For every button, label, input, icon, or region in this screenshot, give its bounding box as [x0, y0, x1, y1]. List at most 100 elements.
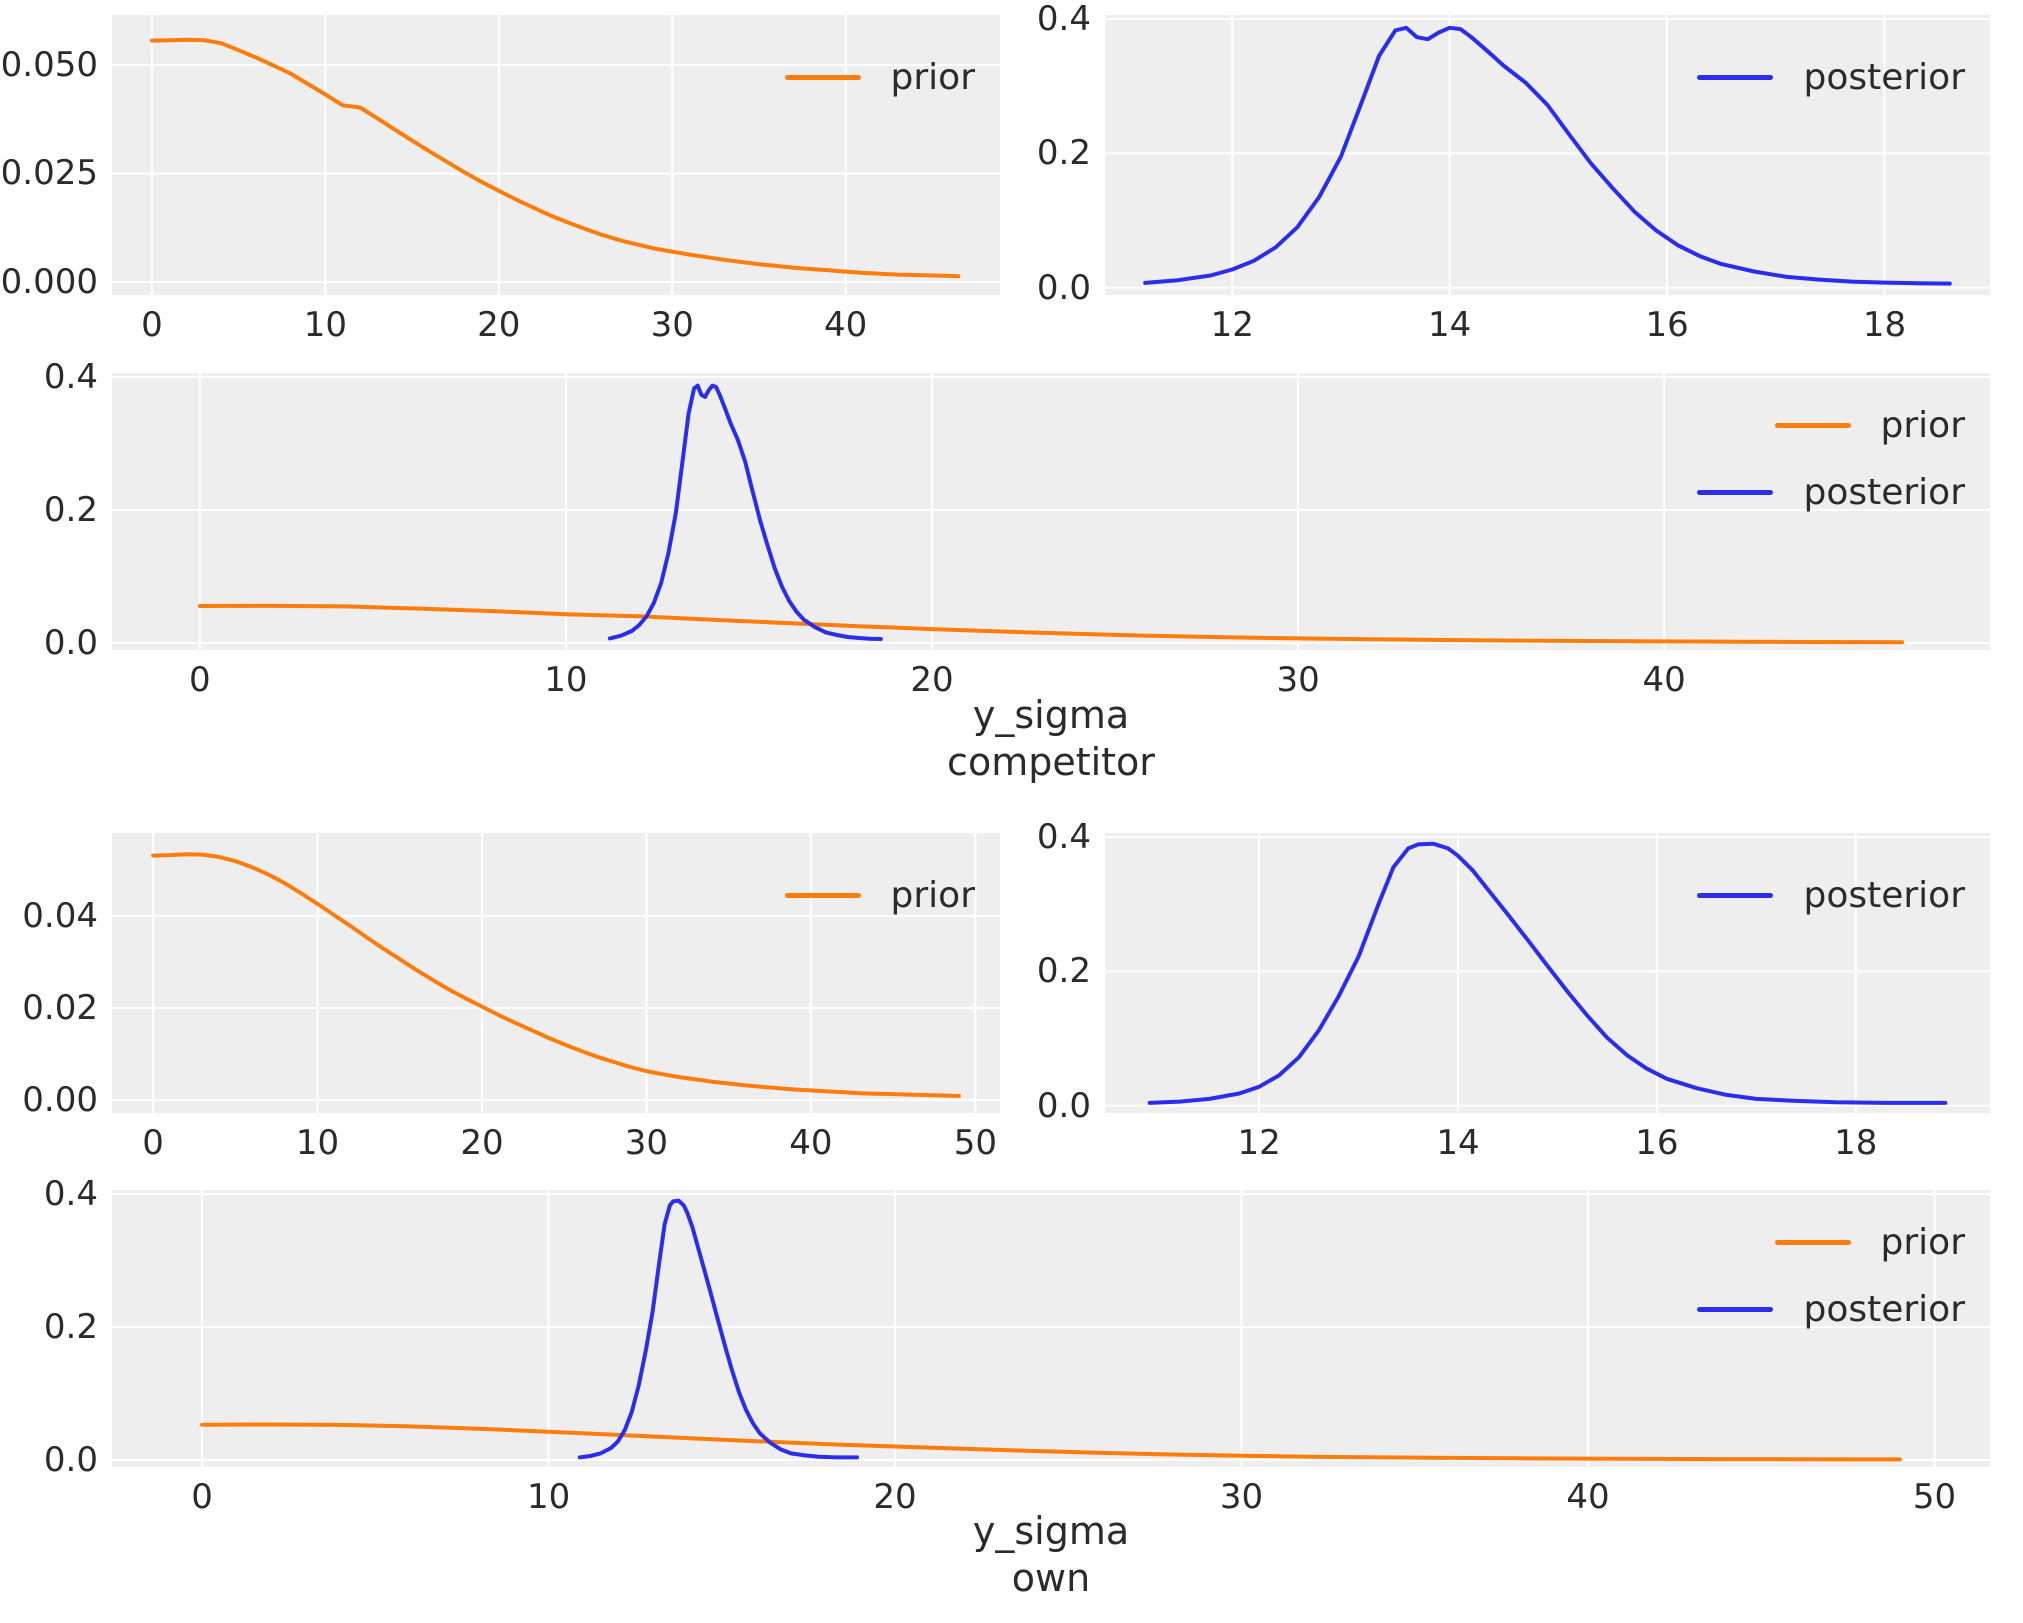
curve-posterior: [607, 383, 883, 641]
y-tick-label: 0.000: [0, 261, 98, 302]
subplot-own-prior: 0.00 0.02 0.04 0 10 20 30 40 50 prior: [22, 833, 1000, 1163]
subplot-competitor-prior: 0.000 0.025 0.050 0 10 20 30 40 prior: [1, 15, 1000, 345]
xlabel-own: y_sigma own: [112, 1508, 1990, 1602]
axes-canvas: [112, 1190, 1990, 1467]
axes-background: [1105, 15, 1990, 295]
curve-prior: [200, 1422, 1902, 1462]
x-tick-label: 40: [824, 305, 868, 345]
axes-canvas: [1105, 15, 1990, 295]
x-tick-label: 16: [1645, 305, 1689, 345]
legend-swatch-posterior: [1697, 893, 1774, 898]
y-tick-label: 0.0: [43, 623, 98, 664]
axes-canvas: [112, 373, 1990, 650]
legend: prior: [784, 57, 975, 98]
y-tick-label: 0.02: [22, 988, 98, 1028]
legend-label-prior: prior: [890, 57, 975, 98]
subplot-own-posterior: 0.0 0.2 0.4 12 14 16 18 posterior: [1037, 817, 1990, 1163]
legend-entry-posterior: posterior: [1697, 875, 1965, 916]
y-tick-label: 0.4: [43, 356, 98, 397]
x-tick-label: 30: [1276, 660, 1320, 700]
y-tick-label: 0.2: [1036, 133, 1091, 174]
legend-label-prior: prior: [1880, 1222, 1965, 1263]
legend: prior posterior: [1697, 405, 1965, 513]
xlabel-competitor-line2: competitor: [947, 740, 1155, 784]
legend-entry-prior: prior: [784, 875, 975, 916]
legend-entry-posterior: posterior: [1697, 1289, 1965, 1330]
x-tick-label: 30: [624, 1123, 669, 1163]
legend-swatch-prior: [784, 893, 861, 898]
subplot-own-joint: 0.0 0.2 0.4 0 10 20 30 40 50 prior posterior: [44, 1174, 1990, 1517]
y-tick-label: 0.4: [43, 1173, 98, 1214]
x-tick-label: 16: [1635, 1123, 1679, 1163]
y-tick-label: 0.2: [1036, 951, 1091, 992]
curve-prior: [151, 852, 961, 1098]
curve-posterior: [577, 1198, 859, 1460]
x-tick-label: 20: [910, 660, 954, 700]
x-tick-label: 0: [142, 1123, 164, 1163]
xlabel-competitor-line1: y_sigma: [972, 693, 1130, 737]
curve-prior: [149, 37, 961, 279]
legend-label-prior: prior: [1880, 405, 1965, 446]
y-tick-label: 0.4: [1036, 0, 1091, 40]
x-tick-label: 12: [1237, 1123, 1281, 1163]
legend: posterior: [1697, 57, 1965, 98]
legend: prior posterior: [1697, 1222, 1965, 1330]
legend-swatch-prior: [1774, 1240, 1851, 1245]
axes-canvas: [112, 833, 1000, 1113]
y-tick-label: 0.0: [43, 1440, 98, 1481]
legend-swatch-posterior: [1697, 490, 1774, 495]
x-tick-label: 10: [303, 305, 347, 345]
x-tick-label: 50: [953, 1123, 997, 1163]
curve-posterior: [1143, 25, 1952, 286]
legend-label-posterior: posterior: [1803, 472, 1965, 513]
legend-entry-prior: prior: [784, 57, 975, 98]
legend-entry-posterior: posterior: [1697, 57, 1965, 98]
legend-label-prior: prior: [890, 875, 975, 916]
x-tick-label: 30: [1219, 1477, 1264, 1517]
axes-canvas: [1105, 833, 1990, 1113]
y-tick-label: 0.0: [1036, 267, 1091, 308]
legend-label-posterior: posterior: [1803, 1289, 1965, 1330]
xlabel-competitor: y_sigma competitor: [112, 692, 1990, 786]
y-tick-label: 0.050: [0, 44, 98, 85]
x-tick-label: 20: [873, 1477, 917, 1517]
subplot-competitor-joint: 0.0 0.2 0.4 0 10 20 30 40 prior posterior: [44, 357, 1990, 700]
x-tick-label: 18: [1834, 1123, 1878, 1163]
axes-background: [112, 373, 1990, 650]
subplot-competitor-posterior: 0.0 0.2 0.4 12 14 16 18 posterior: [1037, 0, 1990, 345]
x-tick-label: 0: [191, 1477, 213, 1517]
legend-entry-posterior: posterior: [1697, 472, 1965, 513]
y-tick-label: 0.04: [22, 895, 98, 936]
x-tick-label: 10: [526, 1477, 571, 1517]
x-tick-label: 20: [460, 1123, 504, 1163]
x-tick-label: 50: [1912, 1477, 1957, 1517]
x-tick-label: 0: [189, 660, 211, 700]
y-tick-label: 0.025: [0, 153, 98, 194]
y-tick-label: 0.4: [1036, 817, 1091, 858]
legend-swatch-prior: [784, 75, 861, 80]
xlabel-own-line2: own: [1011, 1556, 1091, 1600]
legend: posterior: [1697, 875, 1965, 916]
x-tick-label: 14: [1428, 305, 1472, 345]
legend: prior: [784, 875, 975, 916]
curve-prior: [197, 603, 1905, 645]
xlabel-own-line1: y_sigma: [972, 1509, 1130, 1553]
legend-label-posterior: posterior: [1803, 875, 1965, 916]
y-tick-label: 0.0: [1036, 1085, 1091, 1126]
x-tick-label: 18: [1862, 305, 1907, 345]
legend-swatch-posterior: [1697, 1307, 1774, 1312]
legend-entry-prior: prior: [1697, 405, 1965, 446]
legend-swatch-posterior: [1697, 75, 1774, 80]
x-tick-label: 40: [1642, 660, 1686, 700]
x-tick-label: 20: [477, 305, 521, 345]
x-tick-label: 40: [789, 1123, 833, 1163]
legend-label-posterior: posterior: [1803, 57, 1965, 98]
legend-entry-prior: prior: [1697, 1222, 1965, 1263]
axes-background: [1105, 833, 1990, 1113]
axes-background: [112, 1190, 1990, 1467]
x-tick-label: 10: [295, 1123, 340, 1163]
x-tick-label: 14: [1436, 1123, 1480, 1163]
x-tick-label: 12: [1210, 305, 1254, 345]
y-tick-label: 0.2: [43, 1307, 98, 1347]
